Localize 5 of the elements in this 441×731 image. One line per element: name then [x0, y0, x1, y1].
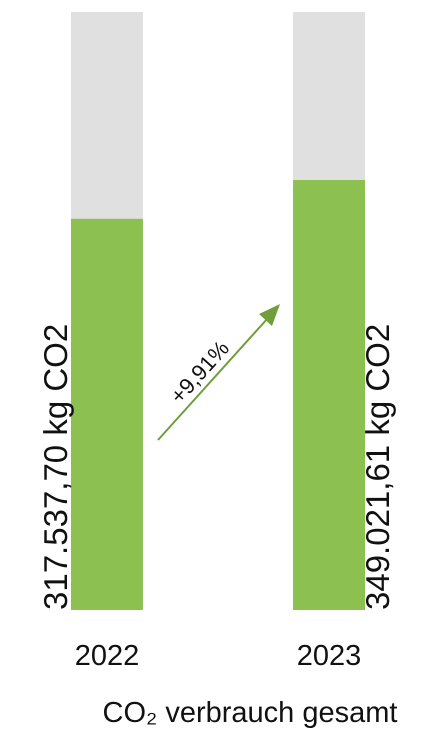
data-label: 317.537,70 kg CO2 [37, 324, 74, 610]
data-label: 349.021,61 kg CO2 [359, 324, 396, 610]
x-tick-label: 2022 [74, 640, 140, 672]
x-axis-title: CO₂ verbrauch gesamt [102, 697, 398, 729]
x-tick-label: 2023 [296, 640, 362, 672]
